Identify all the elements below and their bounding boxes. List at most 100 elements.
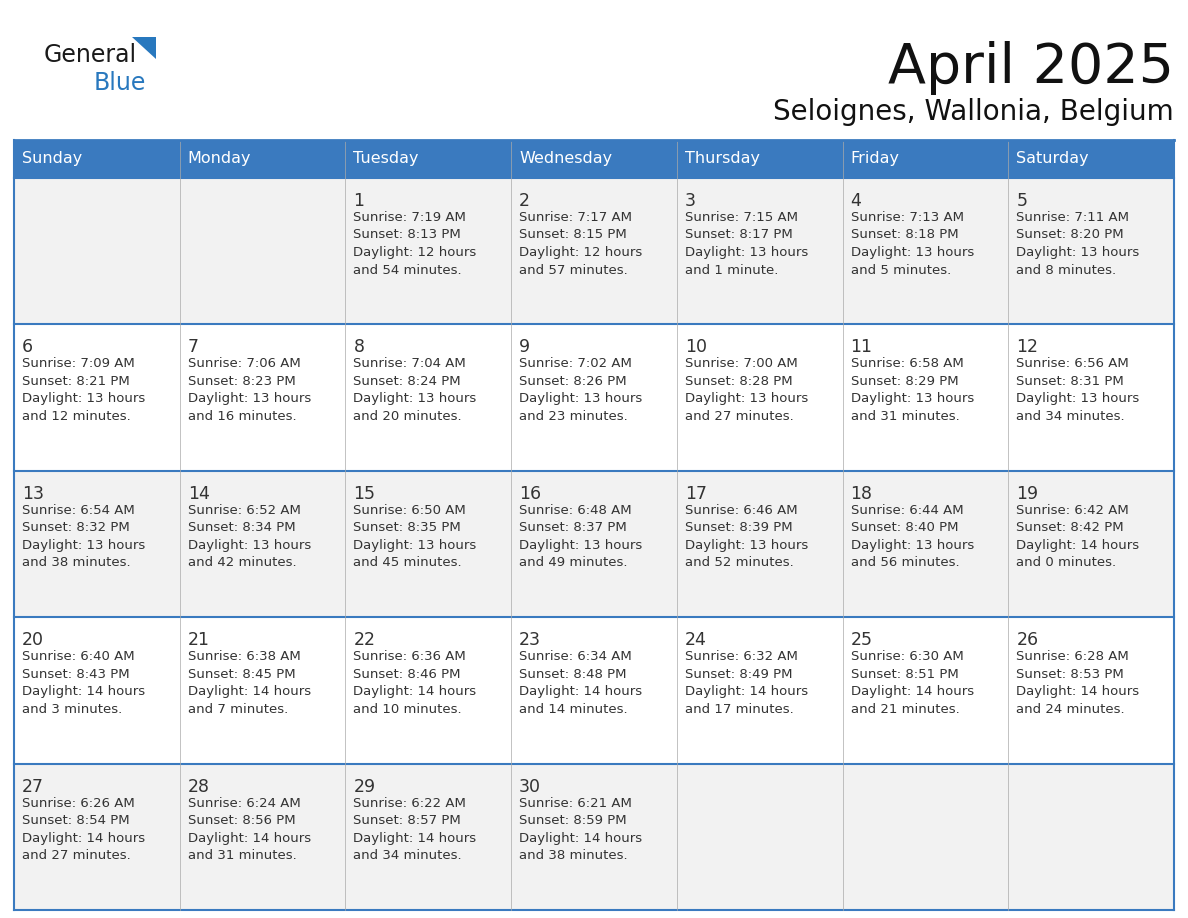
Bar bbox=[14, 324, 179, 471]
Bar bbox=[511, 471, 677, 617]
Text: Sunrise: 7:04 AM
Sunset: 8:24 PM
Daylight: 13 hours
and 20 minutes.: Sunrise: 7:04 AM Sunset: 8:24 PM Dayligh… bbox=[353, 357, 476, 423]
Bar bbox=[677, 324, 842, 471]
Text: 25: 25 bbox=[851, 632, 872, 649]
Text: Sunrise: 6:36 AM
Sunset: 8:46 PM
Daylight: 14 hours
and 10 minutes.: Sunrise: 6:36 AM Sunset: 8:46 PM Dayligh… bbox=[353, 650, 476, 716]
Text: Friday: Friday bbox=[851, 151, 899, 166]
Bar bbox=[179, 178, 346, 324]
Text: 5: 5 bbox=[1016, 192, 1028, 210]
Text: 26: 26 bbox=[1016, 632, 1038, 649]
Text: Sunrise: 7:13 AM
Sunset: 8:18 PM
Daylight: 13 hours
and 5 minutes.: Sunrise: 7:13 AM Sunset: 8:18 PM Dayligh… bbox=[851, 211, 974, 276]
Text: Sunrise: 6:24 AM
Sunset: 8:56 PM
Daylight: 14 hours
and 31 minutes.: Sunrise: 6:24 AM Sunset: 8:56 PM Dayligh… bbox=[188, 797, 311, 862]
Text: Sunrise: 7:02 AM
Sunset: 8:26 PM
Daylight: 13 hours
and 23 minutes.: Sunrise: 7:02 AM Sunset: 8:26 PM Dayligh… bbox=[519, 357, 643, 423]
Bar bbox=[346, 324, 511, 471]
Text: 24: 24 bbox=[684, 632, 707, 649]
Text: Seloignes, Wallonia, Belgium: Seloignes, Wallonia, Belgium bbox=[773, 98, 1174, 126]
Text: 15: 15 bbox=[353, 485, 375, 503]
Text: 11: 11 bbox=[851, 339, 872, 356]
Text: 12: 12 bbox=[1016, 339, 1038, 356]
Text: 3: 3 bbox=[684, 192, 696, 210]
Bar bbox=[511, 178, 677, 324]
Text: Sunrise: 6:32 AM
Sunset: 8:49 PM
Daylight: 14 hours
and 17 minutes.: Sunrise: 6:32 AM Sunset: 8:49 PM Dayligh… bbox=[684, 650, 808, 716]
Text: 13: 13 bbox=[23, 485, 44, 503]
Bar bbox=[677, 764, 842, 910]
Text: 19: 19 bbox=[1016, 485, 1038, 503]
Text: Wednesday: Wednesday bbox=[519, 151, 612, 166]
Text: Thursday: Thursday bbox=[684, 151, 760, 166]
Text: 27: 27 bbox=[23, 778, 44, 796]
Text: Sunrise: 6:42 AM
Sunset: 8:42 PM
Daylight: 14 hours
and 0 minutes.: Sunrise: 6:42 AM Sunset: 8:42 PM Dayligh… bbox=[1016, 504, 1139, 569]
Bar bbox=[511, 140, 677, 178]
Text: Sunrise: 6:44 AM
Sunset: 8:40 PM
Daylight: 13 hours
and 56 minutes.: Sunrise: 6:44 AM Sunset: 8:40 PM Dayligh… bbox=[851, 504, 974, 569]
Text: Sunrise: 7:19 AM
Sunset: 8:13 PM
Daylight: 12 hours
and 54 minutes.: Sunrise: 7:19 AM Sunset: 8:13 PM Dayligh… bbox=[353, 211, 476, 276]
Text: Sunrise: 6:30 AM
Sunset: 8:51 PM
Daylight: 14 hours
and 21 minutes.: Sunrise: 6:30 AM Sunset: 8:51 PM Dayligh… bbox=[851, 650, 974, 716]
Text: Sunrise: 6:34 AM
Sunset: 8:48 PM
Daylight: 14 hours
and 14 minutes.: Sunrise: 6:34 AM Sunset: 8:48 PM Dayligh… bbox=[519, 650, 643, 716]
Text: General: General bbox=[44, 43, 137, 67]
Bar bbox=[677, 617, 842, 764]
Bar bbox=[1009, 140, 1174, 178]
Bar bbox=[1009, 324, 1174, 471]
Text: Sunrise: 6:48 AM
Sunset: 8:37 PM
Daylight: 13 hours
and 49 minutes.: Sunrise: 6:48 AM Sunset: 8:37 PM Dayligh… bbox=[519, 504, 643, 569]
Bar bbox=[346, 178, 511, 324]
Text: Blue: Blue bbox=[94, 71, 146, 95]
Text: Sunrise: 6:52 AM
Sunset: 8:34 PM
Daylight: 13 hours
and 42 minutes.: Sunrise: 6:52 AM Sunset: 8:34 PM Dayligh… bbox=[188, 504, 311, 569]
Bar bbox=[511, 324, 677, 471]
Text: 2: 2 bbox=[519, 192, 530, 210]
Bar bbox=[511, 764, 677, 910]
Text: Sunrise: 6:50 AM
Sunset: 8:35 PM
Daylight: 13 hours
and 45 minutes.: Sunrise: 6:50 AM Sunset: 8:35 PM Dayligh… bbox=[353, 504, 476, 569]
Bar bbox=[14, 617, 179, 764]
Bar bbox=[842, 764, 1009, 910]
Text: Sunrise: 7:15 AM
Sunset: 8:17 PM
Daylight: 13 hours
and 1 minute.: Sunrise: 7:15 AM Sunset: 8:17 PM Dayligh… bbox=[684, 211, 808, 276]
Text: Saturday: Saturday bbox=[1016, 151, 1089, 166]
Text: Sunrise: 7:00 AM
Sunset: 8:28 PM
Daylight: 13 hours
and 27 minutes.: Sunrise: 7:00 AM Sunset: 8:28 PM Dayligh… bbox=[684, 357, 808, 423]
Text: Sunrise: 6:56 AM
Sunset: 8:31 PM
Daylight: 13 hours
and 34 minutes.: Sunrise: 6:56 AM Sunset: 8:31 PM Dayligh… bbox=[1016, 357, 1139, 423]
Bar bbox=[14, 764, 179, 910]
Text: 28: 28 bbox=[188, 778, 210, 796]
Bar bbox=[14, 471, 179, 617]
Text: 20: 20 bbox=[23, 632, 44, 649]
Bar bbox=[346, 764, 511, 910]
Bar bbox=[346, 140, 511, 178]
Text: 18: 18 bbox=[851, 485, 872, 503]
Text: 30: 30 bbox=[519, 778, 542, 796]
Bar bbox=[1009, 764, 1174, 910]
Polygon shape bbox=[132, 37, 156, 59]
Text: Sunrise: 6:54 AM
Sunset: 8:32 PM
Daylight: 13 hours
and 38 minutes.: Sunrise: 6:54 AM Sunset: 8:32 PM Dayligh… bbox=[23, 504, 145, 569]
Text: Sunrise: 6:40 AM
Sunset: 8:43 PM
Daylight: 14 hours
and 3 minutes.: Sunrise: 6:40 AM Sunset: 8:43 PM Dayligh… bbox=[23, 650, 145, 716]
Bar bbox=[842, 178, 1009, 324]
Text: 6: 6 bbox=[23, 339, 33, 356]
Bar bbox=[346, 617, 511, 764]
Bar bbox=[346, 471, 511, 617]
Bar bbox=[511, 617, 677, 764]
Bar bbox=[1009, 617, 1174, 764]
Text: Tuesday: Tuesday bbox=[353, 151, 419, 166]
Text: Sunrise: 6:58 AM
Sunset: 8:29 PM
Daylight: 13 hours
and 31 minutes.: Sunrise: 6:58 AM Sunset: 8:29 PM Dayligh… bbox=[851, 357, 974, 423]
Text: Sunrise: 7:06 AM
Sunset: 8:23 PM
Daylight: 13 hours
and 16 minutes.: Sunrise: 7:06 AM Sunset: 8:23 PM Dayligh… bbox=[188, 357, 311, 423]
Text: Sunrise: 6:28 AM
Sunset: 8:53 PM
Daylight: 14 hours
and 24 minutes.: Sunrise: 6:28 AM Sunset: 8:53 PM Dayligh… bbox=[1016, 650, 1139, 716]
Bar bbox=[179, 324, 346, 471]
Text: 7: 7 bbox=[188, 339, 198, 356]
Text: Sunrise: 7:11 AM
Sunset: 8:20 PM
Daylight: 13 hours
and 8 minutes.: Sunrise: 7:11 AM Sunset: 8:20 PM Dayligh… bbox=[1016, 211, 1139, 276]
Bar bbox=[179, 471, 346, 617]
Text: Sunrise: 6:21 AM
Sunset: 8:59 PM
Daylight: 14 hours
and 38 minutes.: Sunrise: 6:21 AM Sunset: 8:59 PM Dayligh… bbox=[519, 797, 643, 862]
Text: Sunrise: 6:22 AM
Sunset: 8:57 PM
Daylight: 14 hours
and 34 minutes.: Sunrise: 6:22 AM Sunset: 8:57 PM Dayligh… bbox=[353, 797, 476, 862]
Text: 22: 22 bbox=[353, 632, 375, 649]
Text: 29: 29 bbox=[353, 778, 375, 796]
Text: 9: 9 bbox=[519, 339, 530, 356]
Bar bbox=[179, 617, 346, 764]
Bar bbox=[842, 617, 1009, 764]
Text: Monday: Monday bbox=[188, 151, 251, 166]
Bar bbox=[677, 178, 842, 324]
Text: 21: 21 bbox=[188, 632, 210, 649]
Bar bbox=[1009, 471, 1174, 617]
Text: Sunday: Sunday bbox=[23, 151, 82, 166]
Text: Sunrise: 7:17 AM
Sunset: 8:15 PM
Daylight: 12 hours
and 57 minutes.: Sunrise: 7:17 AM Sunset: 8:15 PM Dayligh… bbox=[519, 211, 643, 276]
Bar bbox=[14, 178, 179, 324]
Text: Sunrise: 6:46 AM
Sunset: 8:39 PM
Daylight: 13 hours
and 52 minutes.: Sunrise: 6:46 AM Sunset: 8:39 PM Dayligh… bbox=[684, 504, 808, 569]
Text: Sunrise: 6:38 AM
Sunset: 8:45 PM
Daylight: 14 hours
and 7 minutes.: Sunrise: 6:38 AM Sunset: 8:45 PM Dayligh… bbox=[188, 650, 311, 716]
Text: 1: 1 bbox=[353, 192, 365, 210]
Bar bbox=[677, 140, 842, 178]
Bar bbox=[179, 140, 346, 178]
Text: 10: 10 bbox=[684, 339, 707, 356]
Bar bbox=[842, 140, 1009, 178]
Text: Sunrise: 6:26 AM
Sunset: 8:54 PM
Daylight: 14 hours
and 27 minutes.: Sunrise: 6:26 AM Sunset: 8:54 PM Dayligh… bbox=[23, 797, 145, 862]
